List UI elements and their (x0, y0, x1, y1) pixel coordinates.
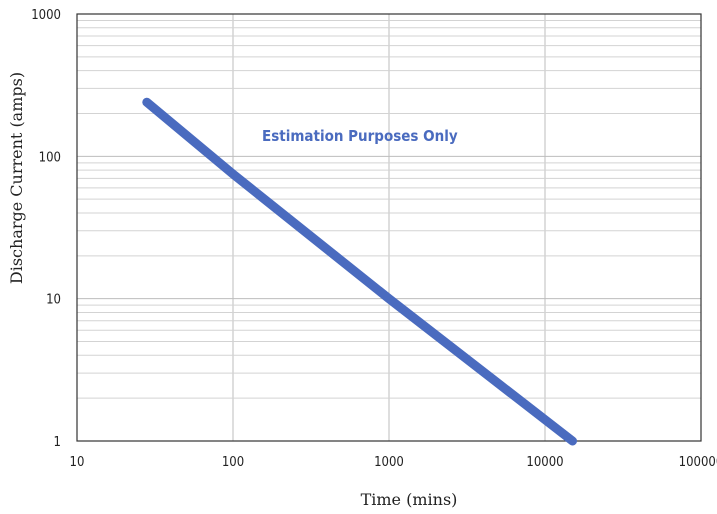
y-axis-label: Discharge Current (amps) (7, 72, 26, 284)
x-tick-label: 10 (70, 455, 85, 470)
x-axis-label: Time (mins) (361, 490, 458, 509)
y-tick-label: 100 (39, 150, 61, 165)
series-line (142, 97, 577, 446)
plot-frame (76, 13, 702, 442)
y-tick-label: 1 (54, 435, 61, 450)
series-group (142, 97, 577, 446)
x-tick-label: 10000 (526, 455, 563, 470)
x-tick-label: 100 (222, 455, 244, 470)
x-tick-label: 100000 (679, 455, 717, 470)
annotation-text: Estimation Purposes Only (262, 127, 458, 145)
y-tick-label: 1000 (31, 8, 61, 23)
x-tick-labels: 10 100 1000 10000 100000 (70, 455, 717, 470)
y-tick-label: 10 (46, 293, 61, 308)
y-tick-labels: 1 10 100 1000 (31, 8, 61, 450)
x-tick-label: 1000 (374, 455, 404, 470)
